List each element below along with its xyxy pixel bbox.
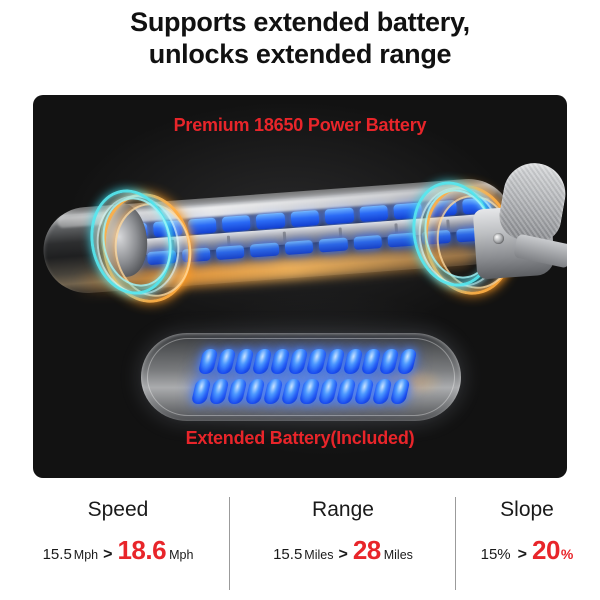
spine-notch xyxy=(394,223,399,234)
stat-new-unit: Miles xyxy=(383,548,413,562)
stat-slope: Slope 15% > 20 % xyxy=(458,497,596,566)
tube-cell xyxy=(221,215,252,233)
tube-cell xyxy=(256,212,286,230)
spine-notch xyxy=(338,227,343,238)
stat-values: 15.5 Mph > 18.6 Mph xyxy=(8,535,228,566)
stat-label: Range xyxy=(312,498,374,521)
stat-range: Range 15.5 Miles > 28 Miles xyxy=(232,497,454,566)
stat-old-value: 15.5 xyxy=(273,546,303,563)
stat-arrow: > xyxy=(338,546,348,563)
pack-cell xyxy=(306,349,328,374)
tube-cell xyxy=(250,242,280,258)
tube-cell xyxy=(324,207,354,225)
headline-line-2: unlocks extended range xyxy=(148,39,452,69)
panel-caption: Extended Battery(Included) xyxy=(185,428,415,448)
pack-cell-row xyxy=(190,379,411,404)
pack-cell xyxy=(281,379,303,404)
stat-old-unit: Miles xyxy=(304,548,334,562)
pack-cell xyxy=(288,349,309,374)
pack-cell xyxy=(317,379,339,404)
stat-arrow: > xyxy=(103,546,113,563)
pack-cell-grid xyxy=(190,349,418,405)
stat-old-unit: Mph xyxy=(73,548,99,562)
stat-new-value: 20 xyxy=(532,535,560,565)
product-panel: Premium 18650 Power Battery xyxy=(33,95,567,478)
pack-cell xyxy=(215,349,237,374)
stat-label: Slope xyxy=(500,498,554,521)
stat-old-value: 15.5 xyxy=(42,546,72,563)
pack-rim xyxy=(147,338,455,416)
tube-cell xyxy=(290,209,320,228)
tube-cell xyxy=(318,237,348,253)
stat-arrow: > xyxy=(517,546,527,563)
pack-cell xyxy=(263,379,284,404)
stat-new-value: 28 xyxy=(352,535,381,565)
extended-battery-pack-illustration xyxy=(141,333,461,421)
tube-cell xyxy=(284,239,314,256)
pack-cell-row xyxy=(197,349,418,374)
stat-values: 15.5 Miles > 28 Miles xyxy=(232,535,454,566)
headline-line-1: Supports extended battery, xyxy=(130,7,470,37)
pack-cell xyxy=(251,349,273,374)
pack-cell xyxy=(245,379,266,404)
energy-ring-cluster-left xyxy=(80,181,201,310)
stat-old-value: 15% xyxy=(480,546,511,563)
stat-divider xyxy=(455,497,456,590)
page-title: Supports extended battery, unlocks exten… xyxy=(0,0,600,70)
pack-cell xyxy=(299,379,321,404)
spec-comparison-row: Speed 15.5 Mph > 18.6 Mph Range 15.5 Mil… xyxy=(0,497,600,593)
stat-values: 15% > 20 % xyxy=(458,535,596,566)
pack-cell xyxy=(226,379,248,404)
pack-cell xyxy=(360,349,382,374)
stat-divider xyxy=(229,497,230,590)
stat-new-unit: Mph xyxy=(169,548,194,562)
pack-cell xyxy=(378,349,400,374)
bolt-icon xyxy=(493,233,504,244)
pack-cell xyxy=(342,349,364,374)
pack-cell xyxy=(353,379,375,404)
stat-speed: Speed 15.5 Mph > 18.6 Mph xyxy=(8,497,228,566)
pack-cell xyxy=(270,349,291,374)
stat-new-value: 18.6 xyxy=(117,535,167,565)
panel-title: Premium 18650 Power Battery xyxy=(173,115,427,135)
stat-new-unit: % xyxy=(560,546,574,562)
tube-cell xyxy=(358,204,389,222)
spine-notch xyxy=(226,235,231,246)
pack-cell xyxy=(324,349,346,374)
pack-cell xyxy=(208,379,230,404)
scooter-deck-end-piece xyxy=(495,158,567,246)
spine-notch xyxy=(282,231,287,242)
stat-label: Speed xyxy=(87,498,149,521)
tube-cell xyxy=(352,234,383,250)
pack-cell xyxy=(335,379,357,404)
pack-cell xyxy=(371,379,393,404)
pack-cell xyxy=(233,349,255,374)
tube-cell xyxy=(215,245,246,261)
battery-tube-illustration xyxy=(33,155,567,325)
